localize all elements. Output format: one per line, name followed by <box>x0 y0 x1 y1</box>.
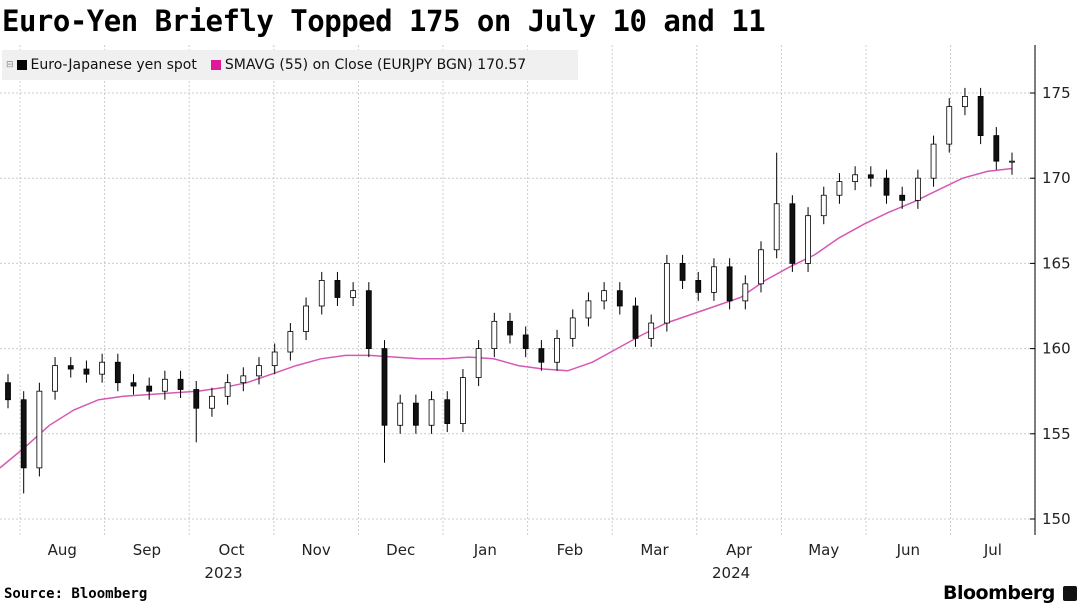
candle-body <box>507 320 513 336</box>
y-tick-label: 170 <box>1042 169 1071 187</box>
y-tick-label: 175 <box>1042 84 1071 102</box>
candle-body <box>303 305 309 332</box>
x-month-label: Feb <box>557 541 584 559</box>
candle-body <box>444 399 451 424</box>
candle-body <box>648 322 655 339</box>
candle-body <box>52 365 58 392</box>
x-month-label: Jul <box>983 541 1002 559</box>
candle-body <box>130 382 137 387</box>
source-note: Source: Bloomberg <box>4 586 148 602</box>
candle-body <box>428 399 435 426</box>
candle-body <box>789 203 796 264</box>
candle-body <box>475 348 482 378</box>
sma55-line <box>0 167 1013 469</box>
candle-body <box>977 96 984 136</box>
candle-body <box>161 378 168 392</box>
candle-body <box>726 266 733 302</box>
candle-body <box>114 361 121 384</box>
candle-body <box>601 290 608 302</box>
legend-swatch-sma <box>210 60 221 70</box>
candle-body <box>585 300 592 319</box>
x-year-label: 2024 <box>712 564 750 582</box>
candle-body <box>83 368 90 375</box>
candle-body <box>67 365 74 370</box>
candle-body <box>914 177 921 201</box>
y-tick-label: 155 <box>1042 425 1071 443</box>
candle-body <box>663 262 670 324</box>
candle-body <box>1009 160 1015 163</box>
candle-body <box>240 375 247 384</box>
candle-body <box>318 280 325 307</box>
candle-body <box>632 305 639 339</box>
candle-body <box>20 399 27 469</box>
candle-body <box>5 382 11 401</box>
x-month-label: Oct <box>219 541 245 559</box>
x-month-label: May <box>808 541 839 559</box>
candle-body <box>397 402 404 426</box>
legend-toggle-icon[interactable]: ⊟ <box>6 60 14 70</box>
candle-body <box>224 382 231 397</box>
candle-body <box>554 337 560 363</box>
x-year-label: 2023 <box>204 564 242 582</box>
candle-body <box>962 96 968 108</box>
candle-body <box>569 317 576 339</box>
candle-body <box>930 143 937 179</box>
x-month-label: Aug <box>48 541 77 559</box>
candle-body <box>460 377 466 424</box>
candle-body <box>256 365 262 377</box>
candle-body <box>538 348 545 363</box>
chart-title: Euro-Yen Briefly Topped 175 on July 10 a… <box>2 4 766 38</box>
x-month-label: Apr <box>726 541 753 559</box>
candle-body <box>99 361 106 375</box>
candle-body <box>491 320 498 349</box>
candle-body <box>867 174 874 179</box>
x-month-label: Mar <box>640 541 669 559</box>
candle-body <box>209 395 215 409</box>
legend-label-sma: SMAVG (55) on Close (EURJPY BGN) 170.57 <box>224 57 527 73</box>
y-tick-label: 160 <box>1042 340 1071 358</box>
candle-body <box>146 385 153 392</box>
legend-label-spot: Euro-Japanese yen spot <box>30 57 197 73</box>
candle-body <box>695 280 702 293</box>
candle-body <box>177 378 184 390</box>
legend-swatch-spot <box>16 60 27 70</box>
candle-body <box>616 290 623 307</box>
candle-body <box>852 174 859 183</box>
x-month-label: Sep <box>133 541 161 559</box>
y-tick-label: 165 <box>1042 254 1071 272</box>
candle-body <box>36 390 43 469</box>
candle-body <box>679 262 686 281</box>
candle-body <box>522 334 529 349</box>
candle-body <box>805 215 811 264</box>
candle-body <box>883 177 890 196</box>
bloomberg-logo: Bloomberg <box>943 582 1077 604</box>
chart-logo-icon <box>1062 585 1077 601</box>
candle-body <box>993 135 1000 162</box>
candle-body <box>758 249 764 285</box>
candle-body <box>350 290 357 298</box>
candle-body <box>820 194 827 217</box>
legend: ⊟ Euro-Japanese yen spot SMAVG (55) on C… <box>2 50 578 80</box>
candle-body <box>271 351 278 367</box>
candle-body <box>946 106 953 145</box>
candle-body <box>381 348 388 426</box>
x-month-label: Jan <box>473 541 497 559</box>
candle-body <box>899 194 906 201</box>
candle-body <box>412 402 419 426</box>
candle-body <box>193 389 200 409</box>
x-month-label: Dec <box>386 541 415 559</box>
brand-text: Bloomberg <box>943 582 1055 604</box>
candle-body <box>334 280 341 298</box>
x-month-label: Jun <box>896 541 920 559</box>
y-tick-label: 150 <box>1042 510 1071 528</box>
candle-body <box>365 290 372 350</box>
x-month-label: Nov <box>301 541 330 559</box>
candle-body <box>742 283 749 302</box>
candle-body <box>287 331 294 353</box>
candle-body <box>836 181 843 196</box>
candle-body <box>773 203 780 251</box>
candle-body <box>711 266 717 293</box>
